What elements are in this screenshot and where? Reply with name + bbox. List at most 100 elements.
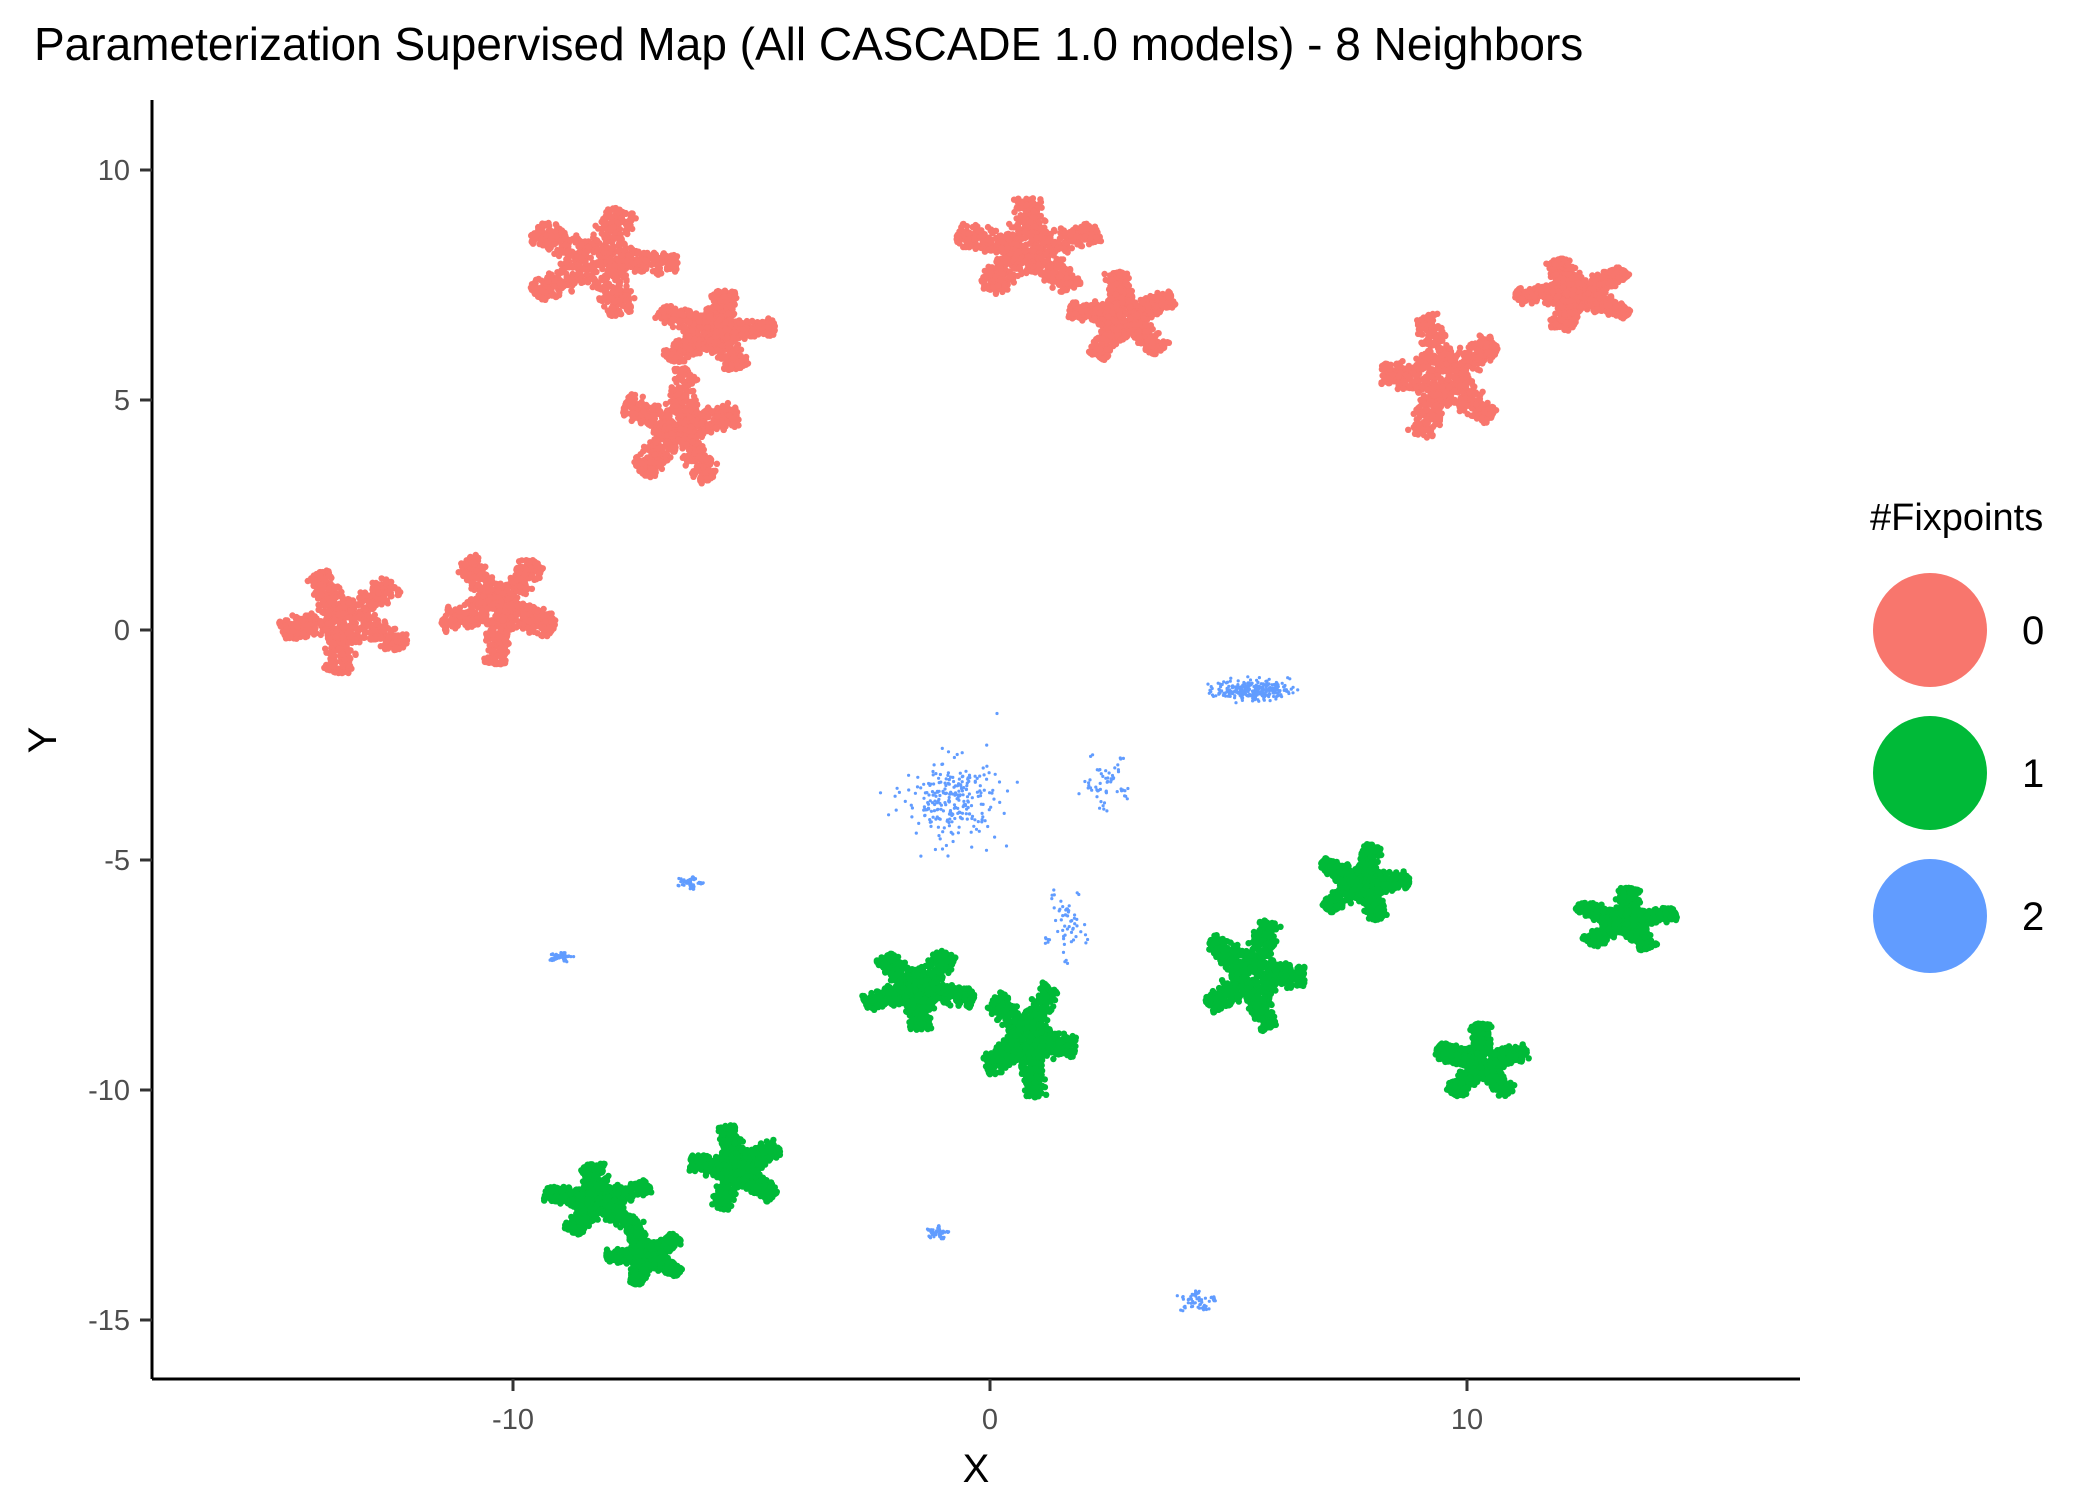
data-point (671, 365, 678, 373)
data-point (617, 252, 625, 259)
data-point (565, 254, 572, 262)
data-point (1026, 218, 1034, 226)
data-point (974, 226, 981, 234)
data-point (1029, 247, 1037, 254)
data-point (671, 421, 678, 428)
data-point (615, 208, 622, 216)
data-point (651, 402, 658, 409)
data-point (738, 319, 746, 327)
data-point (619, 302, 626, 309)
data-point (609, 305, 617, 312)
data-point (562, 241, 569, 249)
data-point (721, 293, 728, 300)
data-point (697, 475, 704, 482)
data-point (1021, 234, 1029, 242)
data-point (552, 227, 559, 235)
data-point (1025, 253, 1032, 261)
data-point (720, 426, 727, 434)
data-point (672, 402, 680, 409)
data-point (708, 294, 715, 301)
data-point (993, 258, 1000, 265)
data-point (543, 232, 550, 239)
data-point (544, 240, 551, 247)
data-point (722, 354, 729, 361)
data-point (757, 320, 764, 327)
data-point (638, 466, 645, 474)
data-point (1147, 309, 1155, 316)
data-point (956, 239, 963, 246)
data-point (545, 270, 553, 277)
data-point (593, 237, 601, 244)
data-point (602, 276, 609, 283)
data-point (1133, 302, 1140, 309)
data-point (600, 215, 607, 223)
data-point (606, 257, 613, 265)
data-point (1024, 261, 1031, 268)
data-point (529, 232, 536, 239)
data-point (713, 424, 720, 431)
data-point (676, 310, 684, 317)
data-point (608, 213, 615, 221)
data-point (1083, 225, 1090, 232)
data-point (1061, 287, 1069, 294)
data-point (1108, 282, 1115, 289)
data-point (652, 438, 660, 446)
data-point (729, 415, 736, 422)
data-point (1042, 217, 1049, 225)
data-point (1138, 340, 1145, 347)
data-point (596, 285, 603, 292)
data-point (630, 260, 637, 267)
data-point (608, 312, 616, 319)
data-point (556, 280, 564, 287)
data-point (574, 261, 581, 268)
data-point (646, 468, 653, 475)
data-point (652, 251, 659, 258)
data-point (637, 451, 644, 458)
data-point (998, 244, 1006, 252)
data-point (696, 431, 703, 439)
data-point (532, 285, 540, 292)
data-point (611, 262, 618, 269)
data-point (1015, 195, 1022, 202)
data-point (616, 308, 623, 316)
data-point (1018, 270, 1025, 278)
data-point (1038, 204, 1045, 211)
data-point (587, 254, 594, 261)
data-point (578, 254, 585, 262)
data-point (1097, 321, 1105, 328)
data-point (557, 247, 564, 254)
data-point (1078, 243, 1086, 250)
data-point (676, 318, 683, 325)
data-point (535, 275, 542, 283)
data-point (623, 297, 630, 304)
data-point (992, 273, 999, 280)
data-point (764, 330, 772, 338)
data-point (1067, 311, 1075, 319)
data-point (1149, 339, 1157, 346)
data-point (677, 372, 685, 380)
data-point (656, 444, 664, 451)
data-point (997, 265, 1004, 273)
data-point (536, 240, 543, 248)
data-point (614, 219, 621, 226)
data-point (1113, 302, 1121, 309)
data-point (1063, 280, 1071, 287)
data-point (1159, 341, 1166, 349)
data-point (539, 293, 546, 301)
data-point (1030, 208, 1037, 215)
data-point (705, 426, 712, 434)
data-point (1127, 315, 1134, 322)
data-point (688, 457, 695, 465)
data-point (640, 249, 648, 257)
data-point (693, 401, 701, 409)
data-point (954, 231, 961, 238)
data-point (685, 333, 692, 340)
data-point (620, 240, 628, 247)
data-point (1126, 304, 1134, 311)
data-point (639, 393, 646, 400)
data-point (1127, 291, 1135, 298)
data-point (1423, 434, 1431, 441)
data-point (563, 235, 570, 242)
data-point (1006, 273, 1014, 280)
